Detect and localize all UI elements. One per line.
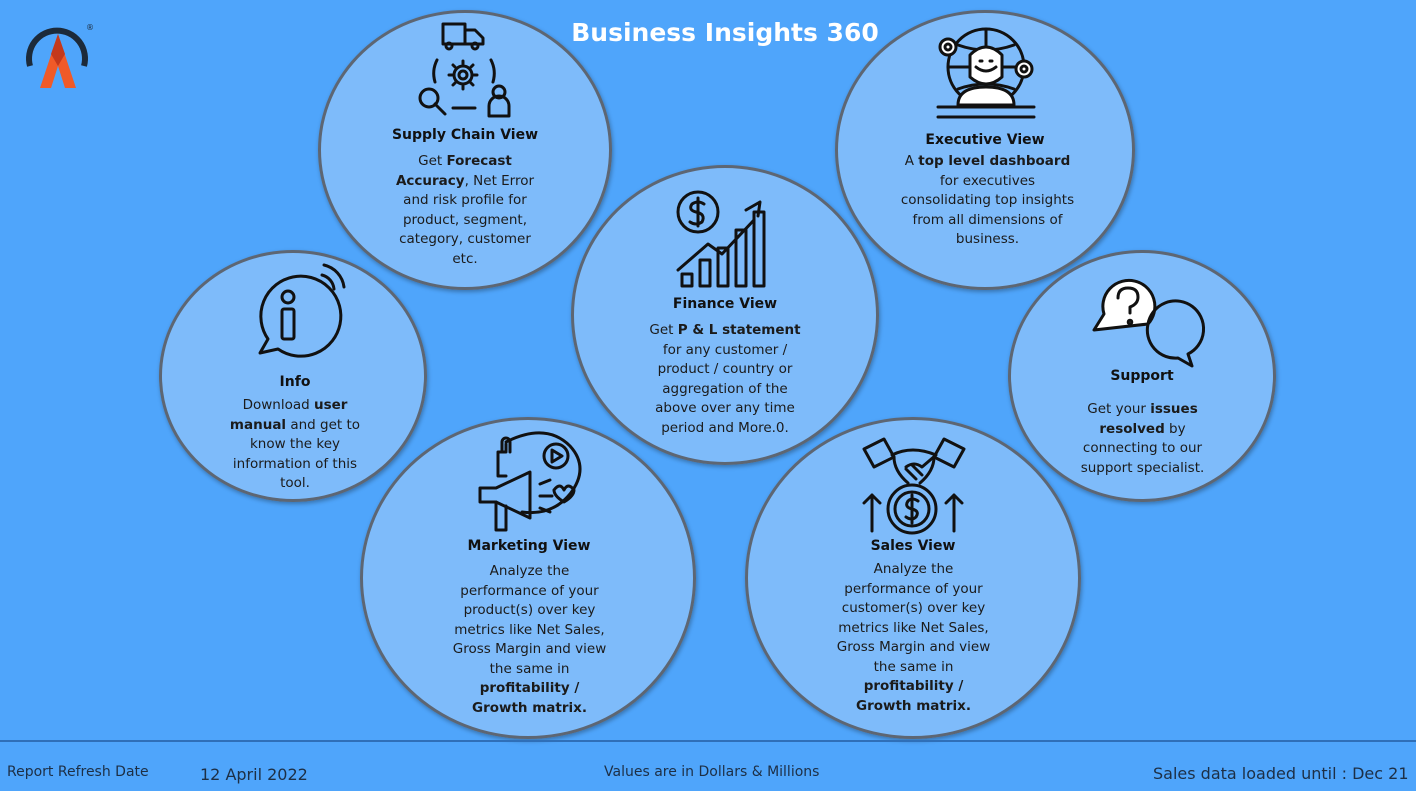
finance-growth-icon — [672, 186, 776, 295]
executive-view-title: Executive View — [925, 132, 1045, 148]
registered-mark: ® — [86, 23, 94, 32]
support-view-desc: Get your issues resolved by connecting t… — [1080, 401, 1205, 476]
support-view-title: Support — [1110, 368, 1174, 384]
report-refresh-label: Report Refresh Date — [7, 764, 149, 780]
info-icon — [242, 263, 346, 370]
sales-view-button[interactable] — [745, 417, 1081, 739]
sales-handshake-icon — [862, 435, 966, 540]
finance-view-button[interactable] — [571, 165, 879, 465]
sales-view-title: Sales View — [870, 538, 956, 554]
info-view-button[interactable] — [159, 250, 427, 502]
executive-icon — [936, 25, 1036, 130]
marketing-view-desc: Analyze the performance of your product(… — [452, 563, 607, 716]
marketing-megaphone-icon — [476, 430, 586, 539]
values-unit-note: Values are in Dollars & Millions — [604, 764, 820, 780]
page-title: Business Insights 360 — [571, 18, 879, 47]
finance-view-desc: Get P & L statement for any customer / p… — [649, 322, 801, 436]
report-refresh-date: 12 April 2022 — [200, 765, 308, 784]
supply-chain-view-title: Supply Chain View — [391, 127, 539, 143]
atliq-logo-icon: ® — [18, 20, 98, 92]
finance-view-title: Finance View — [672, 296, 778, 312]
info-view-desc: Download user manual and get to know the… — [229, 397, 361, 491]
supply-chain-view-button[interactable] — [318, 10, 612, 290]
info-view-title: Info — [279, 374, 311, 390]
marketing-view-title: Marketing View — [467, 538, 591, 554]
supply-chain-view-desc: Get Forecast Accuracy, Net Error and ris… — [395, 153, 535, 267]
support-chat-icon — [1090, 268, 1206, 373]
executive-view-desc: A top level dashboard for executives con… — [900, 153, 1075, 247]
marketing-view-button[interactable] — [360, 417, 696, 739]
sales-view-desc: Analyze the performance of your customer… — [836, 561, 991, 714]
supply-chain-icon — [415, 20, 515, 125]
sales-data-loaded: Sales data loaded until : Dec 21 — [1153, 764, 1409, 783]
footer-divider — [0, 740, 1416, 742]
